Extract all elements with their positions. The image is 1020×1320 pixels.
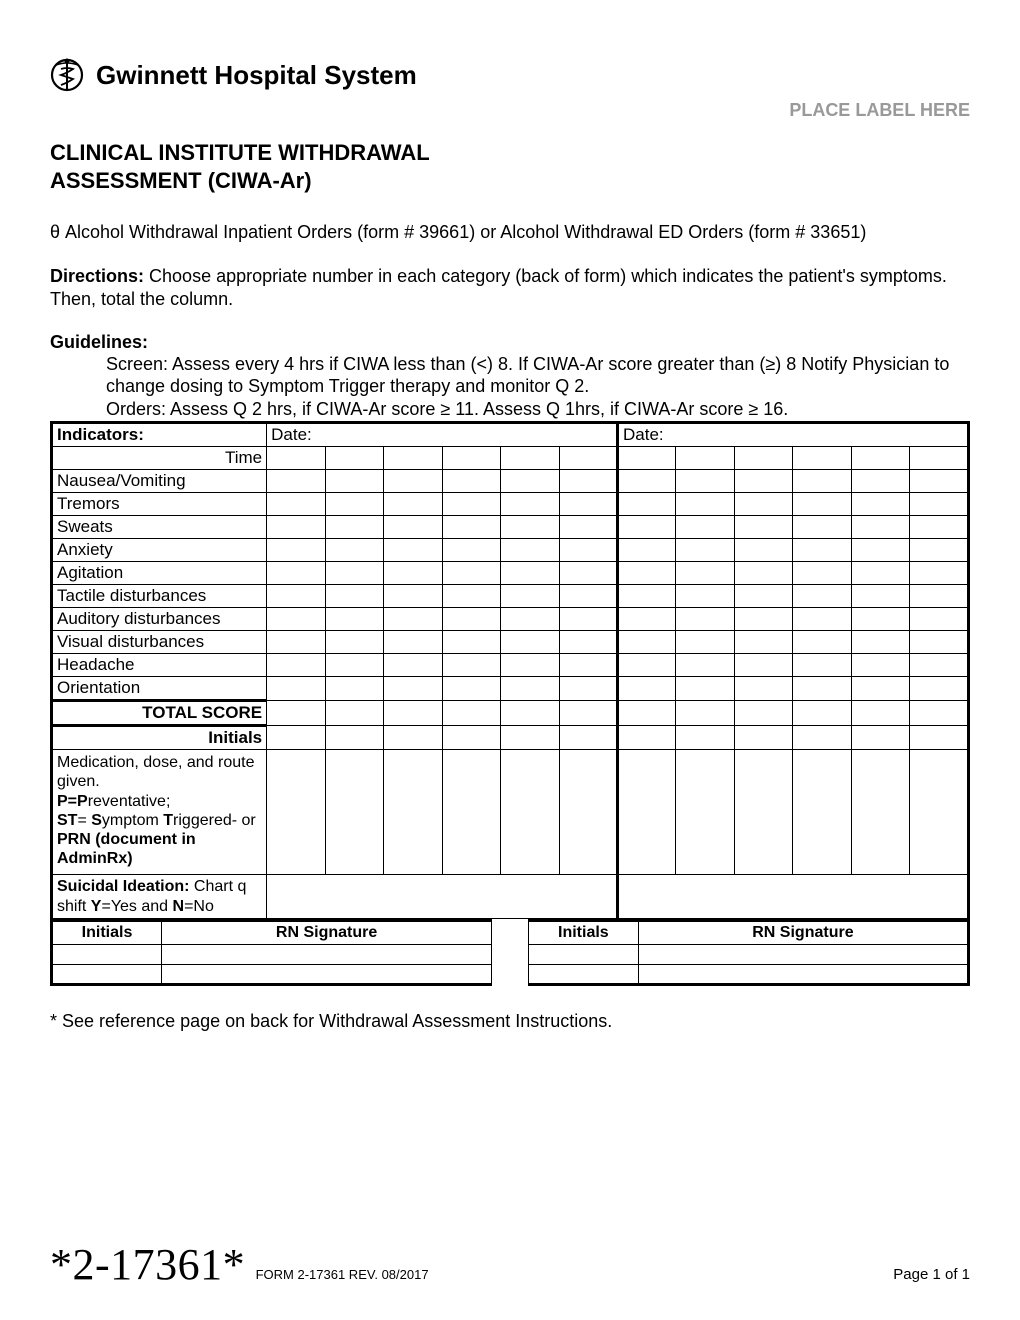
caduceus-icon <box>50 55 84 95</box>
footer: *2-17361* FORM 2-17361 REV. 08/2017 Page… <box>50 1239 970 1290</box>
directions: Directions: Choose appropriate number in… <box>50 265 970 312</box>
page-number: Page 1 of 1 <box>893 1266 970 1283</box>
guidelines-line1: Screen: Assess every 4 hrs if CIWA less … <box>106 354 949 397</box>
order-references: θ Alcohol Withdrawal Inpatient Orders (f… <box>50 222 970 243</box>
directions-text: Choose appropriate number in each catego… <box>50 266 947 309</box>
footnote: * See reference page on back for Withdra… <box>50 1011 970 1032</box>
guidelines-line2: Orders: Assess Q 2 hrs, if CIWA-Ar score… <box>106 399 788 419</box>
barcode-text: *2-17361* <box>50 1240 245 1289</box>
form-title-line2: ASSESSMENT (CIWA-Ar) <box>50 168 312 193</box>
logo-title-group: Gwinnett Hospital System <box>50 55 417 95</box>
assessment-table: Indicators:Date:Date:TimeNausea/Vomiting… <box>50 421 970 919</box>
header: Gwinnett Hospital System PLACE LABEL HER… <box>50 55 970 121</box>
form-meta: FORM 2-17361 REV. 08/2017 <box>256 1267 429 1282</box>
guidelines-body: Screen: Assess every 4 hrs if CIWA less … <box>106 353 970 421</box>
form-title-line1: CLINICAL INSTITUTE WITHDRAWAL <box>50 140 430 165</box>
place-label: PLACE LABEL HERE <box>789 100 970 121</box>
org-name: Gwinnett Hospital System <box>96 60 417 91</box>
directions-label: Directions: <box>50 266 144 286</box>
form-title: CLINICAL INSTITUTE WITHDRAWAL ASSESSMENT… <box>50 139 970 194</box>
footer-left: *2-17361* FORM 2-17361 REV. 08/2017 <box>50 1239 429 1290</box>
guidelines-label: Guidelines: <box>50 332 970 353</box>
signature-table: InitialsRN SignatureInitialsRN Signature <box>50 919 970 986</box>
